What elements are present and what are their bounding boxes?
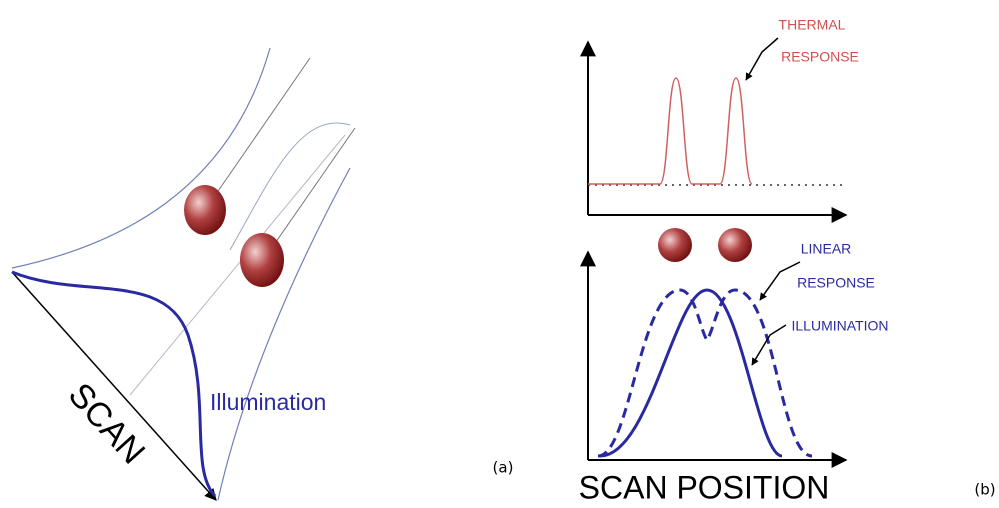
caption: (a) <box>493 459 514 477</box>
x-axis-label: SCAN POSITION <box>579 469 830 505</box>
panel-b-top: THERMAL RESPONSE <box>588 17 859 215</box>
thermal-label: THERMAL <box>779 17 846 33</box>
pointer <box>746 38 778 80</box>
particle <box>240 233 284 287</box>
guide-line <box>130 135 345 395</box>
linear-label: RESPONSE <box>797 275 875 291</box>
beam-edge <box>12 48 270 268</box>
thermal-curve <box>588 78 752 184</box>
pointer <box>760 262 800 300</box>
illumination-curve <box>600 290 782 456</box>
caption: (b) <box>974 481 995 499</box>
panel-b-bottom: LINEAR RESPONSE ILLUMINATION SCAN POSITI… <box>579 241 996 506</box>
linear-response-curve <box>598 290 812 456</box>
figure: SCAN Illumination (a) THERMAL RESPONSE L… <box>0 0 999 508</box>
illumination-label: Illumination <box>210 389 326 415</box>
illumination-label: ILLUMINATION <box>792 318 889 334</box>
scan-label: SCAN <box>61 376 152 472</box>
particle <box>718 228 752 262</box>
particle <box>658 228 692 262</box>
guide-line <box>205 58 310 210</box>
scan-arrow <box>12 272 216 500</box>
linear-label: LINEAR <box>801 241 852 257</box>
particle <box>184 185 226 235</box>
beam-edge <box>230 123 350 250</box>
panel-a: SCAN Illumination (a) <box>12 48 513 500</box>
thermal-label: RESPONSE <box>781 49 859 65</box>
pointer <box>752 325 786 365</box>
beam-edge <box>218 168 350 500</box>
